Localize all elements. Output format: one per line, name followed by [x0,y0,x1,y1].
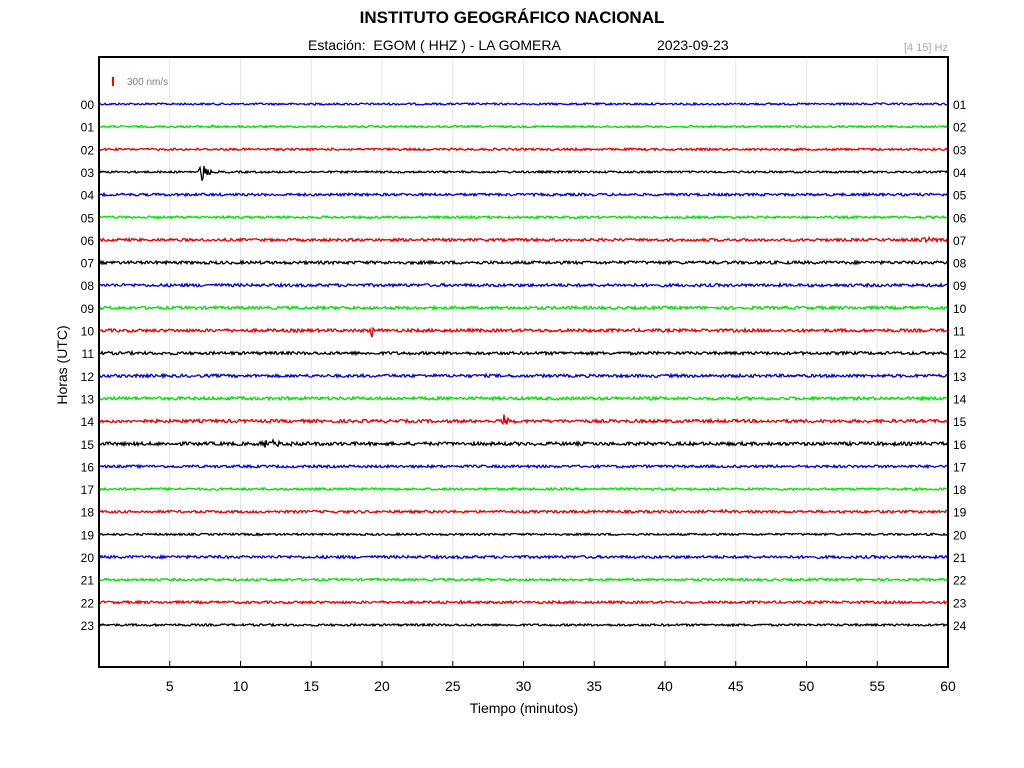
left-hour-label: 05 [81,211,95,225]
x-tick-label: 25 [445,678,461,694]
trace-14 [98,414,949,426]
left-hour-label: 01 [81,121,95,135]
grid-lines [169,57,878,667]
scale-bar-label: 300 nm/s [127,77,168,88]
left-hour-label: 19 [81,528,95,542]
left-hour-label: 21 [81,574,95,588]
date-label: 2023-09-23 [657,37,729,53]
trace-06 [99,235,949,244]
trace-08 [98,281,949,289]
plot-frame [98,56,949,668]
trace-12 [98,372,949,380]
right-hour-label: 13 [953,370,967,384]
x-tick-label: 35 [586,678,602,694]
left-hour-label: 16 [81,460,95,474]
left-hour-label: 04 [81,189,95,203]
trace-18 [98,508,949,515]
right-hour-label: 14 [953,392,967,406]
left-hour-label: 17 [81,483,95,497]
x-tick-label: 55 [869,678,885,694]
x-tick-label: 10 [233,678,249,694]
right-hour-label: 22 [953,574,967,588]
filter-label: [4 15] Hz [903,42,948,54]
right-hour-label: 17 [953,460,967,474]
trace-15 [98,437,949,448]
left-hour-label: 12 [81,370,95,384]
trace-00 [98,101,949,107]
left-hour-label: 14 [81,415,95,429]
left-hour-label: 02 [81,143,95,157]
x-tick-label: 45 [728,678,744,694]
left-hour-label: 10 [81,325,95,339]
trace-17 [98,486,949,492]
trace-01 [98,123,949,129]
scale-bar: 300 nm/s [112,77,168,88]
right-hour-label: 02 [953,121,967,135]
right-hour-label: 05 [953,189,967,203]
right-hour-label: 06 [953,211,967,225]
right-hour-labels: 01 02 03 04 05 06 07 08 09 10 11 12 13 14 15 16 17 18 19 20… [953,98,967,633]
left-hour-label: 23 [81,619,95,633]
left-hour-label: 08 [81,279,95,293]
trace-13 [98,394,949,403]
right-hour-label: 07 [953,234,967,248]
right-hour-label: 24 [953,619,967,633]
right-hour-label: 19 [953,506,967,520]
right-hour-label: 12 [953,347,967,361]
right-hour-label: 21 [953,551,967,565]
left-hour-label: 15 [81,438,95,452]
x-axis-label: Tiempo (minutos) [469,700,579,716]
trace-10 [98,326,949,338]
right-hour-label: 04 [953,166,967,180]
trace-02 [98,146,949,152]
left-hour-label: 18 [81,506,95,520]
x-ticks: 5 10 15 20 25 30 35 40 45 50 55 60 [166,661,956,694]
trace-11 [98,349,949,357]
x-tick-label: 15 [303,678,319,694]
right-hour-label: 16 [953,438,967,452]
right-hour-label: 08 [953,257,967,271]
trace-23 [98,622,949,628]
x-tick-label: 20 [374,678,390,694]
x-tick-label: 30 [516,678,532,694]
x-tick-label: 5 [166,678,174,694]
x-tick-label: 50 [799,678,815,694]
left-hour-label: 06 [81,234,95,248]
chart-title: INSTITUTO GEOGRÁFICO NACIONAL [359,8,665,27]
left-hour-label: 07 [81,257,95,271]
x-tick-label: 60 [940,678,956,694]
trace-19 [98,532,949,537]
trace-21 [98,576,949,583]
left-hour-label: 13 [81,392,95,406]
station-label: Estación: EGOM ( HHZ ) - LA GOMERA [308,37,561,53]
trace-07 [98,259,948,266]
x-tick-label: 40 [657,678,673,694]
trace-05 [98,214,949,220]
left-hour-label: 20 [81,551,95,565]
right-hour-label: 20 [953,528,967,542]
trace-09 [98,304,949,312]
right-hour-label: 23 [953,596,967,610]
trace-20 [98,553,949,561]
traces [98,101,949,628]
right-hour-label: 15 [953,415,967,429]
trace-22 [98,599,949,606]
trace-16 [98,463,949,470]
right-hour-label: 11 [953,325,966,339]
trace-04 [98,191,949,198]
left-hour-label: 09 [81,302,95,316]
left-hour-label: 11 [82,347,95,361]
right-hour-label: 03 [953,143,967,157]
right-hour-label: 18 [953,483,967,497]
trace-03 [98,165,949,181]
left-hour-label: 22 [81,596,95,610]
right-hour-label: 01 [953,98,967,112]
right-hour-label: 10 [953,302,967,316]
right-hour-label: 09 [953,279,967,293]
left-hour-label: 00 [81,98,95,112]
left-hour-labels: 00 01 02 03 04 05 06 07 08 09 10 11 12 13 14 15 16 17 18 19… [81,98,95,633]
left-hour-label: 03 [81,166,95,180]
